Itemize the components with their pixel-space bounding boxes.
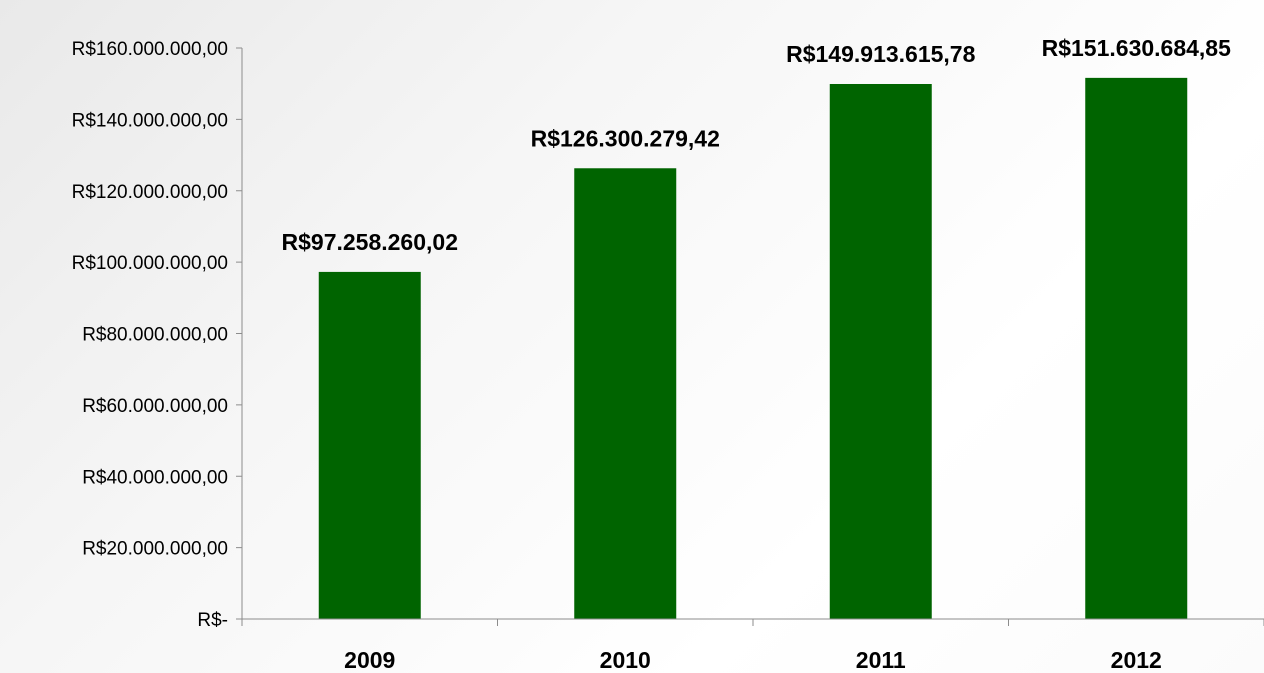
x-tick-label: 2012 [1111, 647, 1162, 673]
y-tick-label: R$100.000.000,00 [72, 253, 228, 274]
bar-2011 [829, 83, 932, 619]
y-tick-label: R$80.000.000,00 [82, 325, 228, 346]
y-tick-label: R$140.000.000,00 [72, 110, 228, 131]
bar-2012 [1085, 77, 1188, 620]
x-axis: 2009 2010 2011 2012 [241, 618, 1264, 673]
bar-2010 [574, 168, 677, 620]
bars [318, 77, 1188, 620]
x-tick-label: 2009 [344, 647, 395, 673]
x-tick-label: 2010 [600, 647, 651, 673]
x-tick-label: 2011 [856, 647, 906, 673]
data-label: R$126.300.279,42 [531, 125, 720, 151]
data-label: R$151.630.684,85 [1042, 35, 1231, 61]
y-tick-label: R$160.000.000,00 [72, 39, 228, 60]
y-tick-label: R$60.000.000,00 [82, 396, 228, 417]
y-axis: R$- R$20.000.000,00 R$40.000.000,00 R$60.00… [72, 39, 243, 631]
y-tick-label: R$40.000.000,00 [82, 467, 228, 488]
bar-2009 [318, 271, 421, 619]
y-tick-label: R$120.000.000,00 [72, 182, 228, 203]
data-labels: R$97.258.260,02 R$126.300.279,42 R$149.913… [282, 35, 1232, 255]
y-tick-label: R$- [197, 610, 228, 631]
data-label: R$97.258.260,02 [282, 229, 459, 255]
data-label: R$149.913.615,78 [786, 41, 975, 67]
y-tick-label: R$20.000.000,00 [82, 539, 228, 560]
